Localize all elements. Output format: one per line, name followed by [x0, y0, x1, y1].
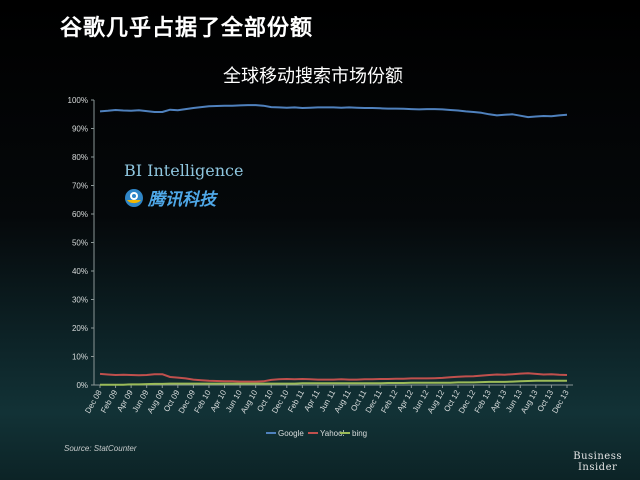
series-line-yahoo: [99, 372, 568, 383]
business-insider-logo: Business Insider: [573, 451, 622, 473]
y-tick-label: 10%: [72, 353, 88, 362]
y-tick-label: 50%: [72, 239, 88, 248]
x-tick-label: Feb 11: [286, 388, 306, 414]
watermark: BI Intelligence 腾讯科技: [124, 161, 243, 210]
x-tick-label: Aug 11: [333, 388, 353, 414]
bi-intelligence-watermark: BI Intelligence: [124, 161, 243, 180]
tencent-logo-icon: [125, 189, 143, 207]
chart-title: 全球移动搜索市场份额: [223, 66, 403, 87]
legend-label-bing: bing: [352, 429, 367, 438]
tencent-tech-watermark: 腾讯科技: [147, 190, 219, 210]
y-tick-label: 20%: [72, 324, 88, 333]
legend-label-google: Google: [278, 429, 304, 438]
source-note: Source: StatCounter: [64, 444, 137, 453]
brand-line-1: Business: [573, 451, 622, 462]
series-line-google: [99, 104, 568, 119]
y-tick-label: 30%: [72, 296, 88, 305]
y-tick-label: 80%: [72, 153, 88, 162]
y-tick-label: 0%: [76, 381, 88, 390]
y-tick-label: 60%: [72, 210, 88, 219]
legend: Google Yahoo! bing: [266, 429, 367, 438]
legend-label-yahoo: Yahoo!: [320, 429, 345, 438]
series-line-bing: [100, 379, 567, 386]
y-tick-label: 100%: [68, 96, 88, 105]
y-tick-label: 40%: [72, 267, 88, 276]
series-lines: [99, 104, 568, 386]
brand-line-2: Insider: [577, 462, 618, 473]
y-tick-label: 70%: [72, 182, 88, 191]
slide-title: 谷歌几乎占据了全部份额: [60, 16, 314, 41]
y-tick-label: 90%: [72, 125, 88, 134]
axes: 0%10%20%30%40%50%60%70%80%90%100%Dec 08F…: [68, 96, 573, 415]
